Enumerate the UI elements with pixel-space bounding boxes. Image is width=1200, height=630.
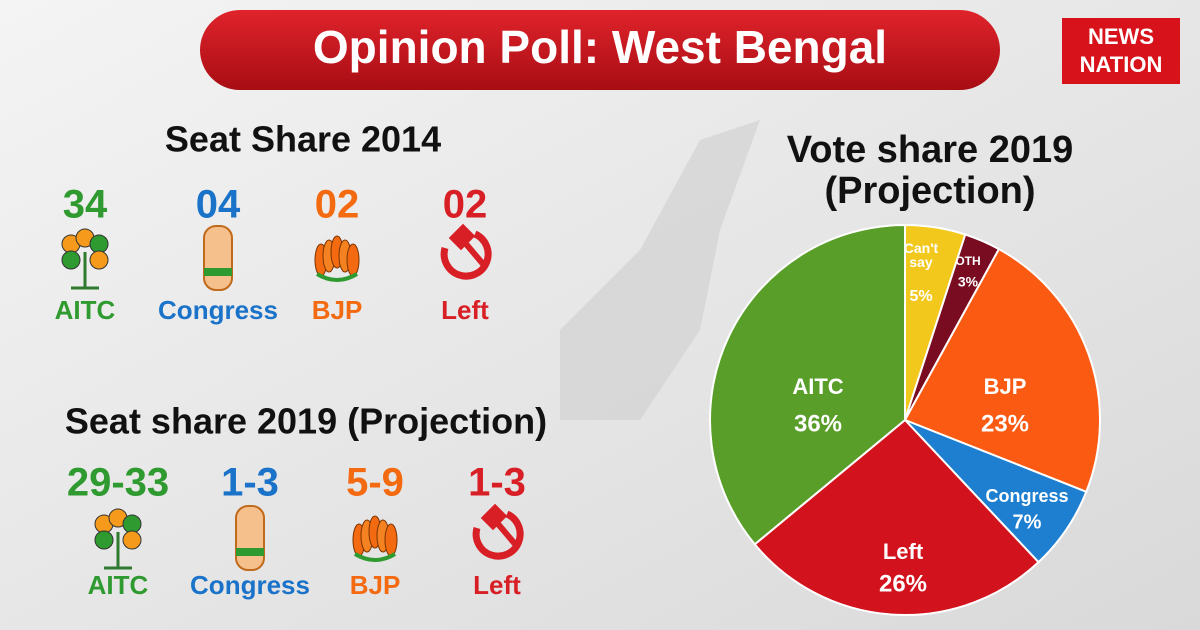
slice-value: 7% xyxy=(1013,511,1042,533)
slice-value: 36% xyxy=(794,410,842,437)
hammer xyxy=(448,223,486,266)
petal xyxy=(89,250,109,270)
party-name: Left xyxy=(473,570,521,600)
section-title: Seat share 2019 (Projection) xyxy=(65,401,547,442)
slice-label: Can't say xyxy=(904,240,939,270)
party-name: Congress xyxy=(158,295,278,325)
stem xyxy=(315,272,359,282)
seat-value: 34 xyxy=(63,183,108,227)
slice-value: 5% xyxy=(909,288,932,305)
sickle xyxy=(472,510,524,560)
slice-value: 3% xyxy=(958,274,979,290)
petal xyxy=(384,523,398,557)
party-symbol xyxy=(314,235,360,282)
logo-line: NATION xyxy=(1080,52,1163,77)
slice-value: 26% xyxy=(879,570,927,597)
title-banner xyxy=(200,10,1000,90)
flag-band xyxy=(204,268,232,276)
petal xyxy=(346,243,360,277)
party-name: BJP xyxy=(312,295,363,325)
seat-value: 04 xyxy=(196,183,241,227)
map-silhouette xyxy=(560,120,760,420)
party-symbol xyxy=(472,503,524,560)
label-line: Can't xyxy=(904,240,939,256)
party-symbol xyxy=(440,223,492,280)
slice-label: Left xyxy=(883,539,924,564)
seat-value: 1-3 xyxy=(221,461,279,505)
slice-label: Congress xyxy=(985,486,1068,506)
sickle xyxy=(440,230,492,280)
party-name: AITC xyxy=(55,295,116,325)
flag-band xyxy=(236,548,264,556)
pie-slice xyxy=(903,247,1101,494)
hammer xyxy=(480,503,518,546)
party-symbol xyxy=(203,225,233,291)
party-symbol xyxy=(352,515,398,562)
seat-value: 02 xyxy=(443,183,488,227)
stem xyxy=(353,552,397,562)
party-symbol xyxy=(94,508,142,570)
pie-slice xyxy=(753,418,1040,616)
stem xyxy=(104,532,132,570)
petal xyxy=(122,530,142,550)
party-name: BJP xyxy=(350,570,401,600)
petal xyxy=(122,514,142,534)
seat-value: 5-9 xyxy=(346,461,404,505)
stem xyxy=(71,252,99,290)
party-symbol xyxy=(61,228,109,290)
hand xyxy=(235,505,265,571)
label-line: say xyxy=(909,254,933,270)
section-title: Seat Share 2014 xyxy=(165,119,441,160)
slice-value: 23% xyxy=(981,410,1029,437)
party-name: Congress xyxy=(190,570,310,600)
pie-subtitle: (Projection) xyxy=(824,170,1035,212)
party-symbol xyxy=(235,505,265,571)
petal xyxy=(61,250,81,270)
slice-label: BJP xyxy=(984,374,1027,399)
title: Opinion Poll: West Bengal xyxy=(313,21,887,73)
party-name: AITC xyxy=(88,570,149,600)
seat-value: 02 xyxy=(315,183,360,227)
seat-value: 1-3 xyxy=(468,461,526,505)
hand xyxy=(203,225,233,291)
pie-slice xyxy=(709,223,906,546)
slice-label: OTH xyxy=(955,254,980,268)
petal xyxy=(94,530,114,550)
seat-value: 29-33 xyxy=(67,461,169,505)
pie-title: Vote share 2019 xyxy=(787,129,1074,171)
party-name: Left xyxy=(441,295,489,325)
logo-box xyxy=(1062,18,1180,84)
logo-line: NEWS xyxy=(1088,24,1154,49)
slice-label: AITC xyxy=(792,374,843,399)
petal xyxy=(89,234,109,254)
